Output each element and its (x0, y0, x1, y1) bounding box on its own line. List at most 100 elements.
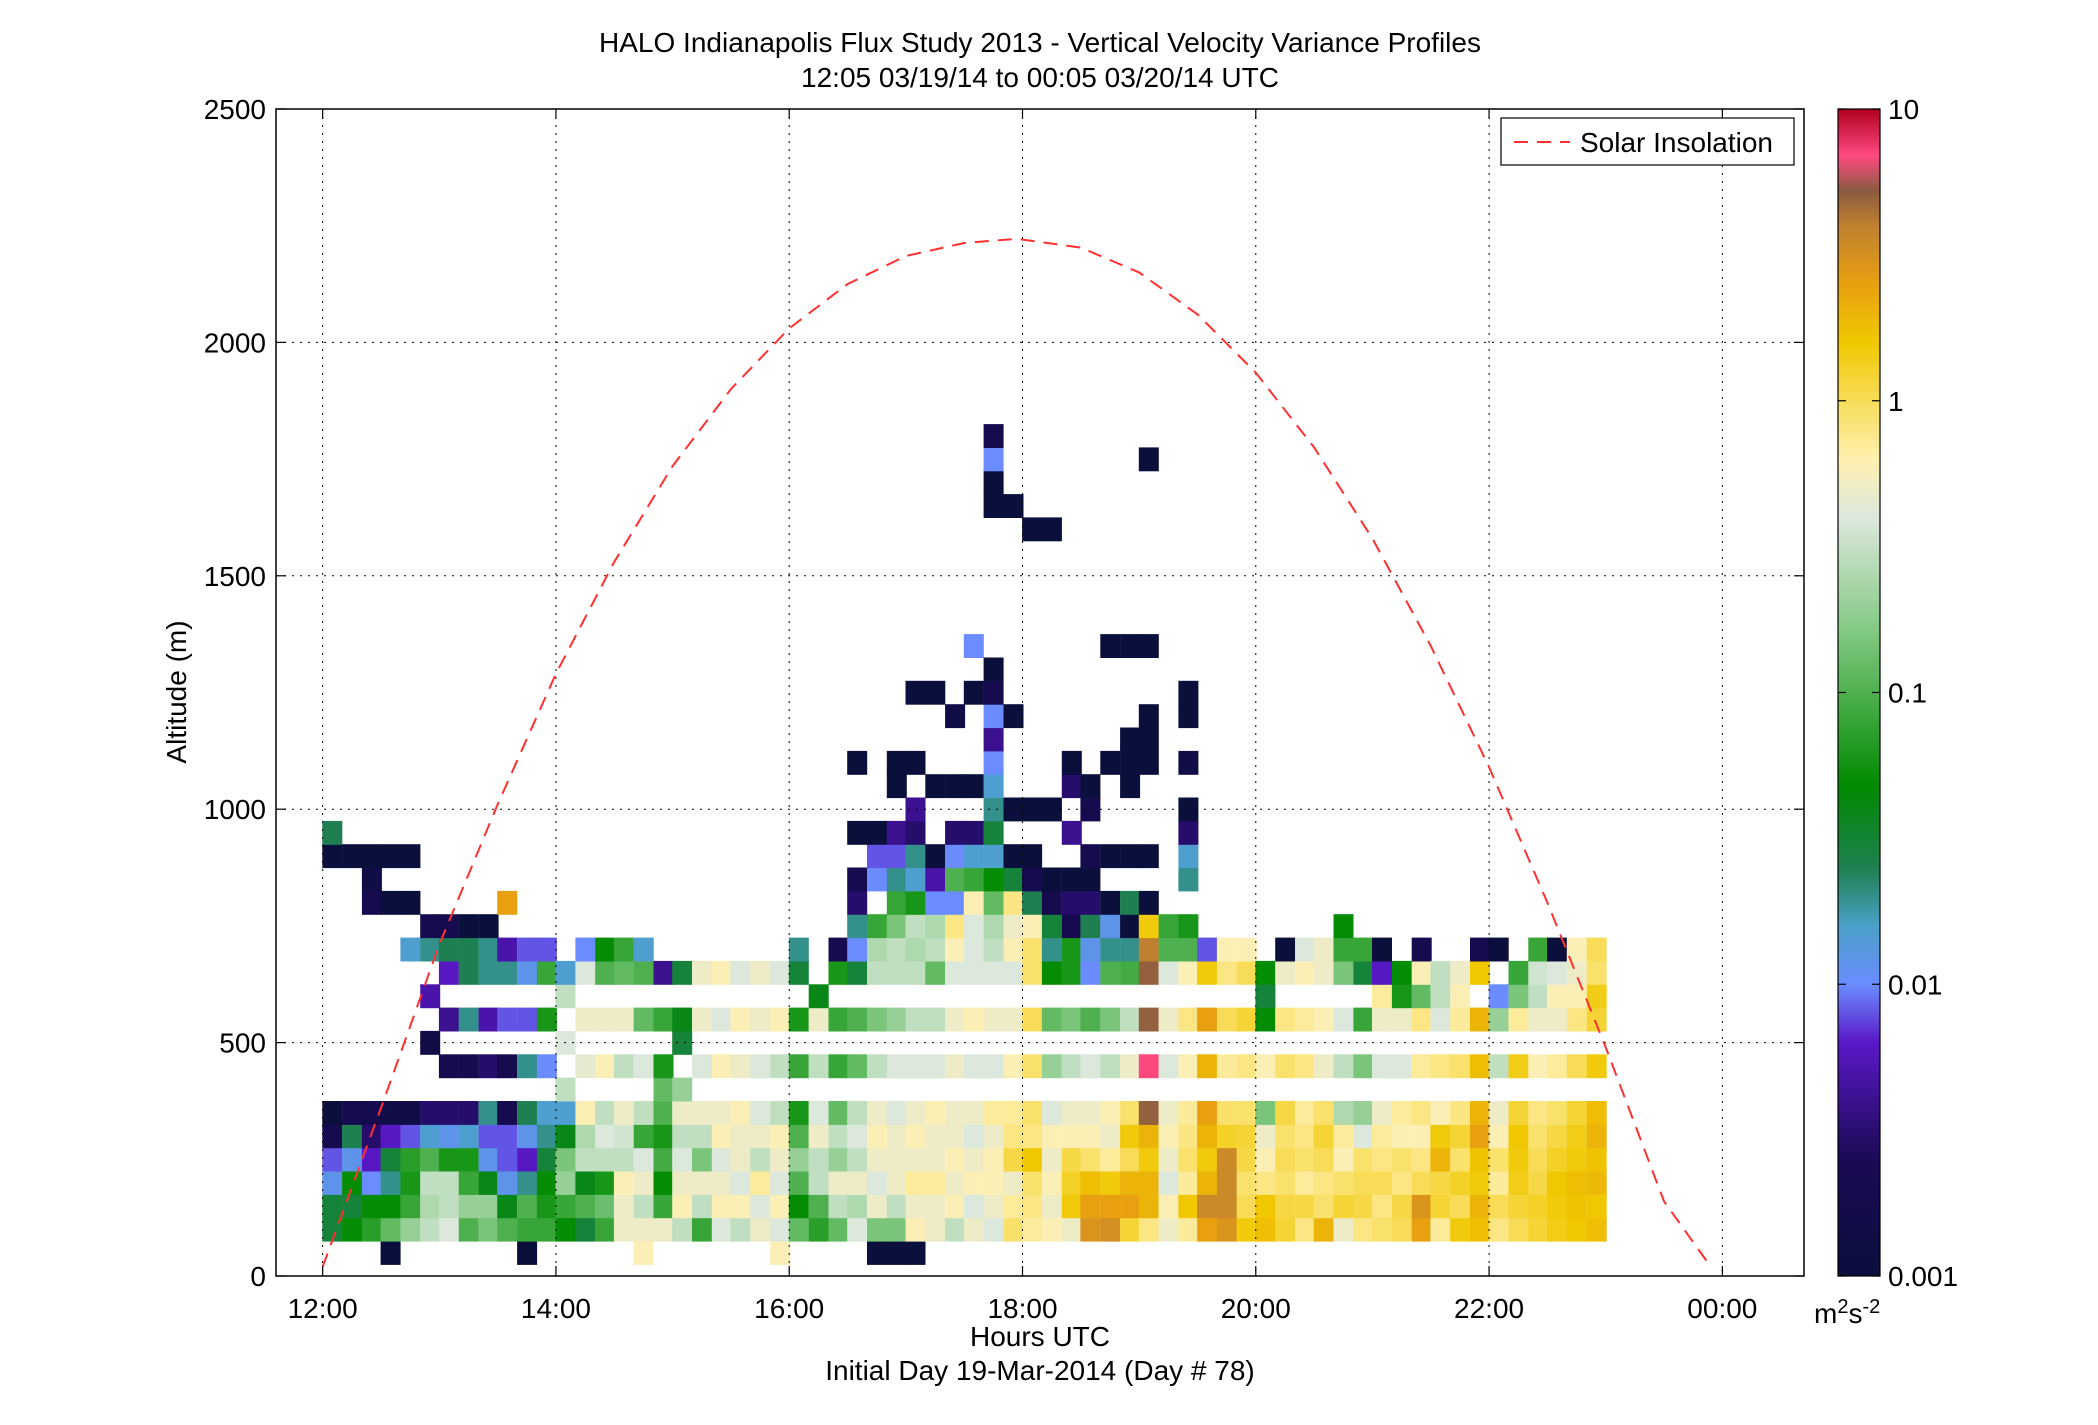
heatmap-cell (886, 750, 907, 775)
heatmap-cell (517, 1171, 538, 1195)
heatmap-cell (1041, 937, 1062, 962)
heatmap-cell (322, 1217, 343, 1242)
heatmap-cell (867, 1147, 887, 1172)
x-tick-label: 22:00 (1454, 1293, 1524, 1324)
heatmap-cell (886, 1217, 907, 1242)
heatmap-cell (1100, 634, 1121, 658)
heatmap-cell (575, 1007, 596, 1032)
heatmap-cell (1488, 1054, 1509, 1079)
heatmap-cell (1022, 1007, 1043, 1032)
heatmap-cell (478, 937, 499, 962)
heatmap-cell (983, 424, 1004, 448)
heatmap-cell (1430, 1217, 1451, 1242)
heatmap-cell (1450, 1194, 1471, 1219)
heatmap-cell (1100, 960, 1121, 985)
heatmap-cell (1080, 1007, 1101, 1032)
heatmap-cell (750, 1217, 771, 1242)
heatmap-cell (478, 1171, 499, 1195)
heatmap-cell (672, 1217, 693, 1242)
heatmap-cell (1080, 844, 1101, 869)
heatmap-cell (1197, 1124, 1218, 1149)
heatmap-cell (517, 1101, 538, 1125)
heatmap-cell (1100, 1217, 1121, 1242)
heatmap-cell (1138, 937, 1159, 962)
heatmap-cell (1470, 1054, 1490, 1079)
heatmap-cell (1003, 960, 1024, 985)
heatmap-cell (1586, 1101, 1607, 1125)
heatmap-cell (672, 1124, 693, 1149)
heatmap-cell (672, 1030, 693, 1055)
heatmap-cell (595, 1054, 616, 1079)
heatmap-cell (438, 1217, 459, 1242)
chart-title: HALO Indianapolis Flux Study 2013 - Vert… (599, 27, 1481, 58)
heatmap-cell (1295, 1217, 1316, 1242)
heatmap-cell (1528, 1171, 1549, 1195)
heatmap-cell (438, 1007, 459, 1032)
heatmap-cell (1450, 1147, 1471, 1172)
heatmap-cell (905, 1171, 926, 1195)
heatmap-cell (692, 1194, 712, 1219)
heatmap-cell (886, 867, 907, 892)
heatmap-cell (672, 1007, 693, 1032)
heatmap-cell (963, 774, 984, 799)
heatmap-cell (963, 1007, 984, 1032)
heatmap-cell (750, 1007, 771, 1032)
heatmap-cell (788, 1007, 809, 1032)
heatmap-cell (1566, 1124, 1587, 1149)
heatmap-cell (1430, 1054, 1451, 1079)
heatmap-cell (342, 1101, 363, 1125)
heatmap-cell (1138, 890, 1159, 915)
heatmap-cell (1120, 774, 1141, 799)
heatmap-cell (1353, 1147, 1374, 1172)
heatmap-cell (497, 1217, 518, 1242)
heatmap-cell (1295, 1147, 1316, 1172)
heatmap-cell (867, 1194, 887, 1219)
heatmap-cell (1041, 1217, 1062, 1242)
heatmap-cell (1138, 1101, 1159, 1125)
heatmap-cell (1003, 844, 1024, 869)
heatmap-cell (1450, 1217, 1471, 1242)
heatmap-cell (847, 1147, 868, 1172)
heatmap-cell (1547, 1124, 1567, 1149)
heatmap-cell (1430, 1007, 1451, 1032)
heatmap-cell (1022, 1124, 1043, 1149)
heatmap-cell (770, 1241, 791, 1265)
heatmap-cell (1236, 1171, 1257, 1195)
heatmap-cell (1411, 1147, 1432, 1172)
heatmap-cell (1061, 750, 1082, 775)
heatmap-cell (905, 820, 926, 845)
heatmap-cell (380, 1147, 401, 1172)
heatmap-cell (1236, 1007, 1257, 1032)
heatmap-cell (1080, 1194, 1101, 1219)
heatmap-cell (1372, 1124, 1392, 1149)
heatmap-cell (1197, 1054, 1218, 1079)
heatmap-cell (672, 1171, 693, 1195)
heatmap-cell (1158, 1101, 1179, 1125)
heatmap-cell (847, 890, 868, 915)
heatmap-cell (945, 704, 966, 729)
heatmap-cell (575, 1217, 596, 1242)
heatmap-cell (342, 1217, 363, 1242)
heatmap-cell (983, 1007, 1004, 1032)
heatmap-cell (1391, 1171, 1412, 1195)
heatmap-cell (983, 1054, 1004, 1079)
heatmap-cell (555, 1194, 576, 1219)
heatmap-cell (653, 1194, 674, 1219)
y-axis-ticks: 0 500 1000 1500 2000 2500 (204, 94, 1804, 1292)
heatmap-cell (1508, 984, 1529, 1009)
heatmap-cell (458, 937, 479, 962)
heatmap-cell (672, 1194, 693, 1219)
heatmap-cell (1470, 1147, 1490, 1172)
plot-background (276, 109, 1804, 1276)
heatmap-cell (1022, 960, 1043, 985)
heatmap-cell (905, 1101, 926, 1125)
heatmap-cell (400, 1101, 421, 1125)
heatmap-cell (1275, 1007, 1296, 1032)
heatmap-cell (692, 1101, 712, 1125)
heatmap-cell (653, 1077, 674, 1102)
heatmap-cell (653, 1147, 674, 1172)
heatmap-cell (788, 1054, 809, 1079)
heatmap-cell (945, 890, 966, 915)
heatmap-cell (1372, 1054, 1392, 1079)
heatmap-cell (1120, 1194, 1141, 1219)
